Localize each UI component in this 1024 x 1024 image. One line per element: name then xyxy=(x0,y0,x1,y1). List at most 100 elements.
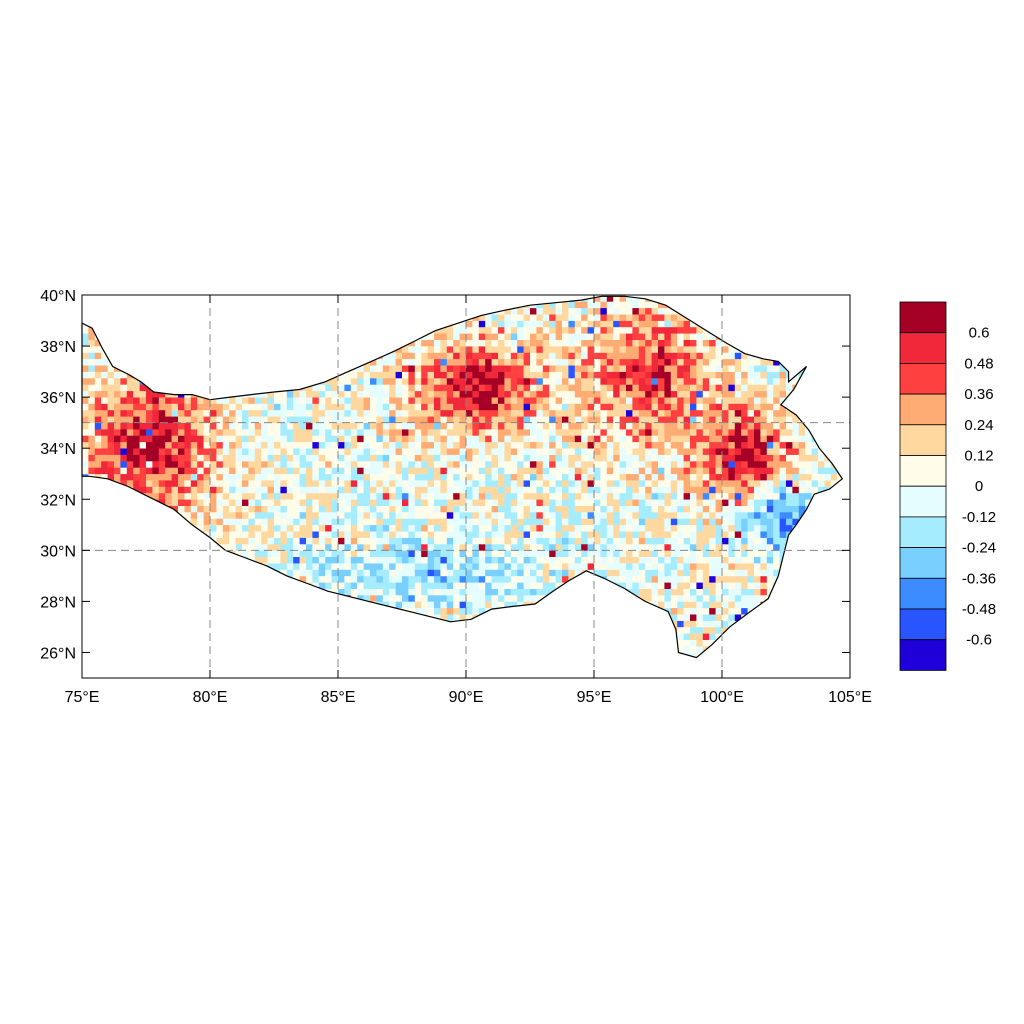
data-cell xyxy=(478,550,486,557)
data-cell xyxy=(459,416,467,423)
data-cell xyxy=(107,626,115,634)
data-cell xyxy=(562,626,569,634)
data-cell xyxy=(376,563,384,570)
data-cell xyxy=(267,595,275,602)
data-cell xyxy=(408,352,416,360)
data-cell xyxy=(120,633,128,640)
data-cell xyxy=(338,544,345,551)
data-cell xyxy=(344,620,352,628)
data-cell xyxy=(242,563,249,570)
data-cell xyxy=(478,384,486,392)
data-cell xyxy=(363,429,371,436)
data-cell xyxy=(82,633,89,640)
data-cell xyxy=(120,422,128,430)
data-cell xyxy=(325,620,332,628)
data-cell xyxy=(414,352,422,360)
data-cell xyxy=(344,646,352,653)
data-cell xyxy=(325,595,332,602)
data-cell xyxy=(158,409,166,417)
data-cell xyxy=(562,480,569,487)
data-cell xyxy=(210,550,217,557)
data-cell xyxy=(549,435,556,443)
data-cell xyxy=(274,301,281,309)
data-cell xyxy=(492,659,499,666)
data-cell xyxy=(197,601,204,609)
data-cell xyxy=(389,492,396,500)
data-cell xyxy=(338,492,345,500)
data-cell xyxy=(421,307,428,315)
data-cell xyxy=(626,326,633,334)
data-cell xyxy=(453,435,460,443)
data-cell xyxy=(101,626,108,634)
data-cell xyxy=(600,352,608,360)
data-cell xyxy=(299,429,307,436)
data-cell xyxy=(338,307,345,315)
data-cell xyxy=(248,358,256,366)
data-cell xyxy=(574,550,582,557)
data-cell xyxy=(114,435,121,443)
data-cell xyxy=(363,505,371,513)
data-cell xyxy=(152,384,160,392)
data-cell xyxy=(587,320,595,328)
data-cell xyxy=(626,652,633,658)
data-cell xyxy=(325,326,332,334)
data-cell xyxy=(94,531,102,538)
data-cell xyxy=(510,467,518,475)
data-cell xyxy=(190,301,198,309)
data-cell xyxy=(101,301,108,309)
data-cell xyxy=(146,556,153,564)
data-cell xyxy=(165,659,172,666)
data-cell xyxy=(210,633,217,640)
data-cell xyxy=(197,518,204,526)
data-cell xyxy=(427,346,435,353)
data-cell xyxy=(229,518,236,526)
data-cell xyxy=(261,505,268,513)
data-cell xyxy=(395,296,403,302)
data-cell xyxy=(126,524,134,532)
data-cell xyxy=(94,326,102,334)
data-cell xyxy=(459,499,467,506)
data-cell xyxy=(363,601,371,609)
data-cell xyxy=(478,524,486,532)
data-cell xyxy=(216,409,224,417)
data-cell xyxy=(94,296,102,302)
data-cell xyxy=(146,512,153,519)
data-cell xyxy=(216,492,224,500)
data-cell xyxy=(472,448,480,455)
data-cell xyxy=(395,512,403,519)
data-cell xyxy=(510,371,518,379)
data-cell xyxy=(382,639,390,647)
data-cell xyxy=(549,429,556,436)
data-cell xyxy=(338,448,345,455)
data-cell xyxy=(158,454,166,462)
data-cell xyxy=(178,659,185,666)
data-cell xyxy=(370,301,377,309)
data-cell xyxy=(568,448,576,455)
data-cell xyxy=(280,429,288,436)
data-cell xyxy=(459,320,467,328)
data-cell xyxy=(389,633,396,640)
data-cell xyxy=(510,454,518,462)
data-cell xyxy=(587,454,595,462)
data-cell xyxy=(139,333,147,340)
data-cell xyxy=(197,588,204,596)
data-cell xyxy=(478,633,486,640)
data-cell xyxy=(286,346,294,353)
data-cell xyxy=(402,358,409,366)
data-cell xyxy=(312,333,320,340)
data-cell xyxy=(523,531,531,538)
data-cell xyxy=(248,601,256,609)
data-cell xyxy=(530,390,537,398)
data-cell xyxy=(203,416,211,423)
data-cell xyxy=(530,435,537,443)
data-cell xyxy=(555,384,563,392)
data-cell xyxy=(158,441,166,449)
data-cell xyxy=(568,569,576,577)
data-cell xyxy=(286,518,294,526)
data-cell xyxy=(165,595,172,602)
data-cell xyxy=(325,314,332,321)
data-cell xyxy=(568,652,576,658)
data-cell xyxy=(126,301,134,309)
data-cell xyxy=(190,620,198,628)
data-cell xyxy=(248,524,256,532)
